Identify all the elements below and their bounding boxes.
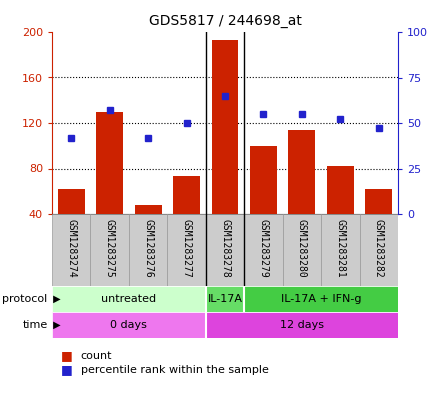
Bar bbox=[212, 40, 238, 214]
Text: untreated: untreated bbox=[101, 294, 157, 304]
Bar bbox=[206, 286, 244, 312]
Text: time: time bbox=[22, 320, 48, 330]
Text: protocol: protocol bbox=[2, 294, 48, 304]
Text: percentile rank within the sample: percentile rank within the sample bbox=[81, 365, 268, 375]
Text: GSM1283278: GSM1283278 bbox=[220, 219, 230, 278]
Bar bbox=[244, 286, 398, 312]
Text: ▶: ▶ bbox=[50, 294, 60, 304]
Bar bbox=[359, 214, 398, 286]
Text: ■: ■ bbox=[61, 349, 77, 362]
Bar bbox=[173, 176, 200, 214]
Bar bbox=[129, 214, 167, 286]
Text: GSM1283276: GSM1283276 bbox=[143, 219, 153, 278]
Bar bbox=[206, 312, 398, 338]
Text: GSM1283275: GSM1283275 bbox=[105, 219, 115, 278]
Text: GSM1283280: GSM1283280 bbox=[297, 219, 307, 278]
Bar bbox=[135, 205, 161, 214]
Text: ▶: ▶ bbox=[50, 320, 60, 330]
Text: GSM1283274: GSM1283274 bbox=[66, 219, 76, 278]
Text: 12 days: 12 days bbox=[280, 320, 324, 330]
Bar bbox=[206, 214, 244, 286]
Text: 0 days: 0 days bbox=[110, 320, 147, 330]
Bar bbox=[321, 214, 359, 286]
Bar bbox=[244, 214, 282, 286]
Bar bbox=[289, 130, 315, 214]
Text: count: count bbox=[81, 351, 112, 361]
Bar bbox=[282, 214, 321, 286]
Text: IL-17A + IFN-g: IL-17A + IFN-g bbox=[281, 294, 361, 304]
Bar bbox=[52, 214, 91, 286]
Text: ■: ■ bbox=[61, 364, 77, 376]
Bar bbox=[327, 166, 354, 214]
Text: IL-17A: IL-17A bbox=[208, 294, 242, 304]
Text: GSM1283281: GSM1283281 bbox=[335, 219, 345, 278]
Text: GSM1283277: GSM1283277 bbox=[182, 219, 191, 278]
Bar bbox=[91, 214, 129, 286]
Bar bbox=[52, 286, 206, 312]
Bar bbox=[96, 112, 123, 214]
Bar bbox=[58, 189, 84, 214]
Text: GSM1283279: GSM1283279 bbox=[258, 219, 268, 278]
Title: GDS5817 / 244698_at: GDS5817 / 244698_at bbox=[149, 14, 301, 28]
Text: GSM1283282: GSM1283282 bbox=[374, 219, 384, 278]
Bar bbox=[52, 312, 206, 338]
Bar bbox=[167, 214, 206, 286]
Bar bbox=[250, 146, 277, 214]
Bar bbox=[365, 189, 392, 214]
